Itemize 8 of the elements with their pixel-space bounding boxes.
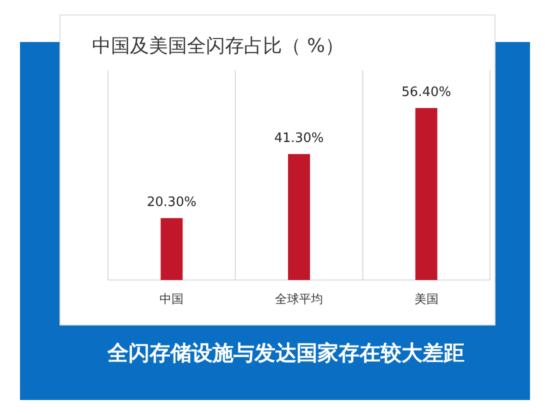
x-tick-label: 中国 [160, 292, 184, 306]
x-tick-label: 全球平均 [275, 292, 323, 306]
text: 全闪存储设施与发达国家存在较大差距 [106, 341, 464, 365]
chart-title: 中国及美国全闪存占比（ %） [92, 35, 344, 57]
data-label: 56.40% [402, 85, 452, 100]
x-tick-label: 美国 [414, 292, 438, 306]
data-label: 20.30% [146, 195, 196, 210]
data-label: 41.30% [274, 131, 324, 146]
